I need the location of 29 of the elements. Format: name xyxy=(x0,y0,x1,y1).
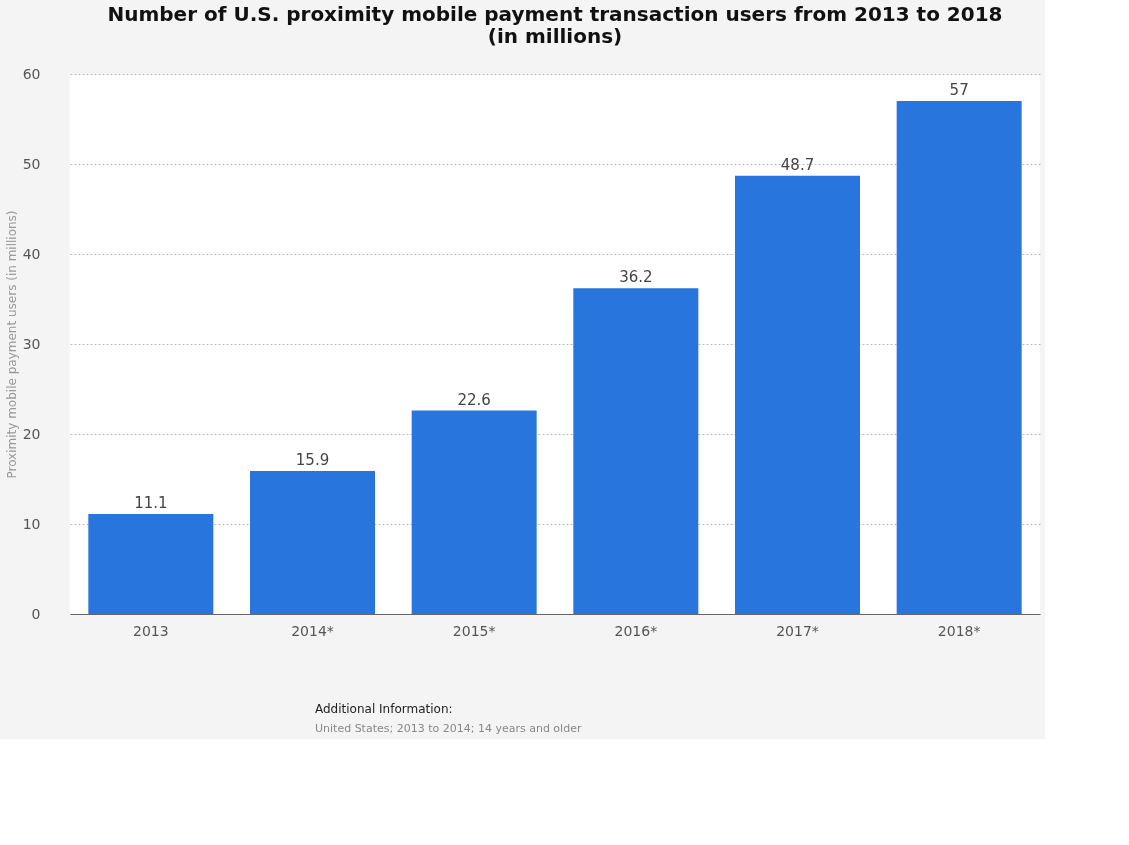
y-axis-title: Proximity mobile payment users (in millions) xyxy=(4,210,19,479)
y-tick-label: 50 xyxy=(22,155,41,172)
chart-title: Number of U.S. proximity mobile payment transaction users from 2013 to 2018 (in millions) xyxy=(107,2,1003,48)
x-tick-label: 2013 xyxy=(133,622,169,639)
data-label: 36.2 xyxy=(619,268,653,287)
data-label: 15.9 xyxy=(295,450,330,469)
x-tick-label: 2016* xyxy=(614,622,658,639)
x-tick-label: 2015* xyxy=(452,622,496,639)
data-label: 48.7 xyxy=(780,155,815,174)
y-tick-label: 0 xyxy=(31,605,41,622)
y-tick-label: 20 xyxy=(22,425,41,442)
bar xyxy=(735,175,860,614)
text: United States; 2013 to 2014; 14 years and older xyxy=(315,722,582,735)
x-tick-label: 2017* xyxy=(776,622,819,639)
y-tick-label: 30 xyxy=(22,335,41,352)
bar xyxy=(411,410,537,614)
data-label: 57 xyxy=(949,81,969,99)
data-label: 22.6 xyxy=(457,390,491,409)
y-tick-label: 10 xyxy=(22,515,41,532)
bar xyxy=(896,101,1022,614)
bar xyxy=(88,514,214,614)
data-label: 11.1 xyxy=(134,494,168,513)
x-tick-label: 2018* xyxy=(937,622,981,639)
bar xyxy=(250,470,375,614)
bar xyxy=(573,288,699,614)
y-tick-label: 60 xyxy=(22,65,41,82)
y-tick-label: 40 xyxy=(22,245,41,262)
x-tick-label: 2014* xyxy=(291,622,334,639)
text: Additional Information: xyxy=(315,702,453,716)
